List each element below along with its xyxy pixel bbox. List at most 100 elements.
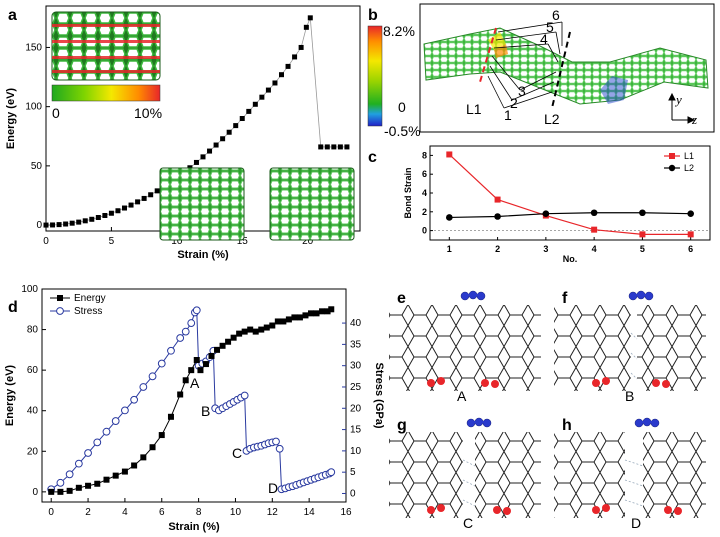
data-point-energy — [319, 308, 326, 315]
cut-label-l2: L2 — [544, 111, 560, 127]
graphene-left — [554, 432, 625, 518]
bent-nanotube — [423, 27, 709, 105]
data-point-a — [43, 222, 49, 228]
data-point-stress — [102, 427, 111, 436]
graphene-left — [389, 305, 469, 391]
data-point-stress — [111, 417, 120, 425]
red-atom — [437, 504, 445, 512]
legend-marker-L1 — [669, 153, 675, 159]
data-point-stress — [275, 444, 284, 453]
x-tick-label-d: 4 — [122, 507, 128, 518]
x-tick-label-d: 0 — [48, 507, 54, 518]
y2-tick-label-d: 15 — [350, 425, 362, 436]
data-point-L2 — [639, 209, 646, 217]
data-point-L2 — [542, 210, 550, 217]
data-point-stress — [187, 319, 196, 327]
data-point-a — [337, 144, 343, 150]
x-tick-label-d: 6 — [159, 507, 165, 518]
y2-tick-label-d: 35 — [350, 339, 362, 350]
x-tick-label-d: 2 — [85, 507, 91, 518]
panel-b-frame — [419, 3, 715, 133]
data-point-energy — [236, 330, 243, 337]
y2-tick-label-d: 0 — [350, 488, 356, 499]
snapshot-h: hD — [554, 417, 706, 531]
y2-tick-label-d: 20 — [350, 403, 362, 414]
data-point-a — [200, 154, 206, 160]
chart-c: 1 2 3 4 5 6 0 2 4 6 8 No. Bond Strain L1 L2 — [403, 145, 711, 264]
broken-bond — [462, 459, 476, 467]
data-point-a — [226, 129, 232, 135]
cut-line-l2 — [551, 31, 571, 109]
annotation-D: D — [268, 480, 278, 496]
data-point-energy — [274, 318, 281, 325]
data-point-a — [115, 208, 121, 214]
y-tick-label-a: 50 — [31, 161, 43, 172]
x-tick-label-a: 20 — [302, 236, 314, 247]
data-point-stress — [148, 372, 157, 381]
data-point-energy — [269, 322, 276, 329]
data-point-a — [82, 218, 88, 224]
chart-d: 0 2 4 6 8 10 12 14 16 0 20 40 60 80 100 0 5 10 15 20 25 30 35 4… — [4, 284, 385, 533]
data-point-energy — [57, 488, 64, 495]
y-tick-label-d: 40 — [27, 406, 39, 417]
legend-label-energy: Energy — [74, 293, 106, 304]
data-point-L1 — [494, 196, 501, 203]
red-atom — [602, 504, 610, 512]
y-axis-label-a: Energy (eV) — [5, 88, 17, 149]
annotation-B: B — [201, 403, 210, 419]
x-tick-label-d: 10 — [230, 507, 242, 518]
data-point-energy — [258, 326, 265, 333]
data-point-a — [318, 144, 324, 150]
data-point-energy — [263, 324, 270, 331]
annotation-A: A — [190, 375, 200, 391]
data-point-a — [128, 202, 134, 208]
plot-frame-d — [41, 288, 347, 503]
data-point-stress — [157, 359, 166, 368]
data-point-L2 — [590, 209, 598, 217]
graphene-right — [643, 432, 706, 518]
red-atom — [674, 507, 682, 515]
y-tick-label-d: 80 — [27, 325, 39, 336]
bond-label-1: 1 — [504, 107, 512, 123]
bond-label-6: 6 — [552, 7, 560, 23]
bond-leader-lines — [487, 21, 563, 109]
nanotube-inset-mid — [159, 167, 245, 241]
data-point-energy — [149, 444, 156, 451]
data-point-a — [141, 195, 147, 201]
x-tick-label-a: 10 — [171, 236, 183, 247]
red-atom — [503, 507, 511, 515]
y-tick-label-c: 8 — [422, 150, 427, 160]
bond-label-3: 3 — [518, 83, 526, 99]
red-atom — [664, 506, 672, 514]
bond-label-4: 4 — [540, 31, 548, 47]
data-point-a — [279, 72, 284, 78]
data-point-a — [344, 144, 350, 150]
data-point-stress — [181, 327, 190, 336]
data-point-a — [76, 219, 82, 225]
y-tick-label-d: 100 — [21, 284, 38, 295]
data-point-energy — [324, 308, 331, 315]
data-point-stress — [130, 395, 139, 404]
x-tick-label-c: 5 — [640, 244, 645, 254]
y-tick-label-c: 6 — [422, 169, 427, 179]
data-point-energy — [75, 484, 82, 491]
snapshot-label-B: B — [625, 388, 634, 404]
axis-y-label: y — [674, 92, 682, 107]
graphene-right — [469, 305, 541, 391]
data-point-a — [102, 212, 108, 218]
data-point-a — [265, 87, 271, 93]
data-point-a — [207, 148, 213, 154]
y-tick-label-d: 20 — [27, 446, 39, 457]
data-point-a — [331, 144, 337, 150]
y-axis-label-d: Energy (eV) — [4, 365, 16, 426]
cut-label-l1: L1 — [466, 101, 482, 117]
data-point-a — [298, 44, 304, 50]
data-point-a — [252, 101, 258, 107]
broken-bond — [630, 332, 638, 340]
data-point-a — [213, 142, 219, 148]
x-tick-label-c: 4 — [592, 244, 597, 254]
data-point-a — [285, 63, 291, 69]
y-tick-label-c: 2 — [422, 207, 427, 217]
x-tick-label-a: 15 — [237, 236, 249, 247]
data-point-L1 — [687, 231, 694, 238]
